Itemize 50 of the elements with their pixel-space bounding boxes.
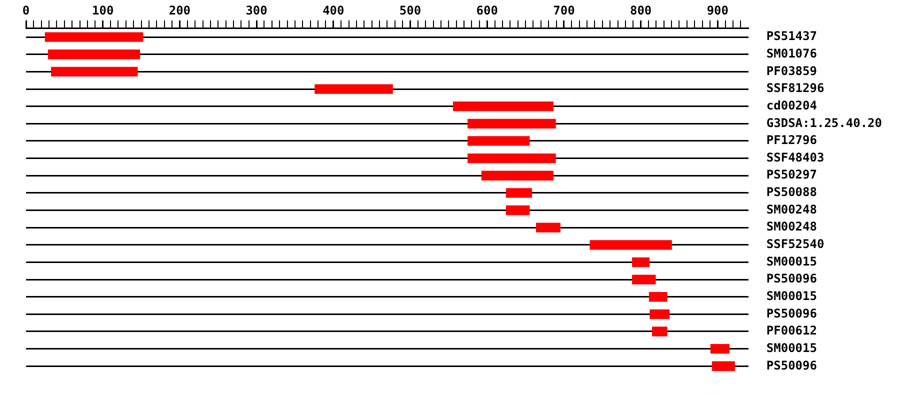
x-tick-label: 800 — [630, 3, 652, 18]
x-tick-label: 200 — [168, 3, 191, 18]
bar — [506, 188, 532, 198]
bar — [468, 118, 556, 128]
y-tick-label: cd00204 — [766, 98, 817, 112]
x-tick-label: 500 — [399, 3, 422, 18]
y-tick-label: PF12796 — [766, 133, 817, 148]
bar — [632, 257, 650, 268]
bar — [590, 240, 672, 250]
y-tick-label: SM00015 — [766, 254, 817, 268]
y-tick-label: G3DSA:1.25.40.20 — [766, 116, 882, 130]
bar — [536, 222, 560, 232]
bar — [506, 205, 530, 216]
y-tick-label: PS50096 — [766, 272, 817, 286]
bar — [632, 274, 656, 284]
y-tick-label: PS50096 — [766, 358, 817, 372]
y-tick-label: SSF48403 — [766, 150, 824, 164]
bar — [44, 32, 144, 42]
y-tick-label: PS50297 — [766, 168, 817, 182]
bar — [650, 309, 670, 320]
y-tick-label: SM00248 — [766, 202, 817, 216]
bar — [712, 361, 735, 371]
x-tick-label: 900 — [706, 3, 729, 18]
y-tick-label: PS50096 — [766, 306, 817, 320]
bar — [48, 50, 140, 60]
y-tick-label: SSF81296 — [766, 81, 824, 96]
x-tick-label: 100 — [92, 3, 114, 18]
bar — [452, 102, 554, 112]
bar — [648, 292, 668, 302]
y-tick-label: SM00248 — [766, 220, 817, 234]
y-tick-label: SM00015 — [766, 340, 817, 355]
y-tick-label: SM01076 — [766, 46, 817, 61]
x-tick-label: 700 — [553, 3, 575, 18]
x-tick-label: 400 — [322, 3, 344, 18]
bar — [468, 153, 556, 164]
y-tick-label: SM00015 — [766, 288, 817, 303]
y-tick-label: PF03859 — [766, 64, 817, 78]
x-tick-label: 300 — [246, 3, 268, 18]
bar — [652, 326, 668, 336]
x-tick-label: 600 — [476, 3, 498, 18]
bar — [468, 136, 530, 146]
bar — [314, 84, 393, 94]
y-tick-label: PF00612 — [766, 324, 817, 338]
x-tick-label: 0 — [22, 3, 30, 18]
y-tick-label: SSF52540 — [766, 237, 824, 252]
bar — [481, 170, 554, 180]
bar — [710, 344, 730, 354]
y-tick-label: PS50088 — [766, 185, 817, 200]
bar — [51, 66, 138, 77]
y-tick-label: PS51437 — [766, 29, 817, 44]
